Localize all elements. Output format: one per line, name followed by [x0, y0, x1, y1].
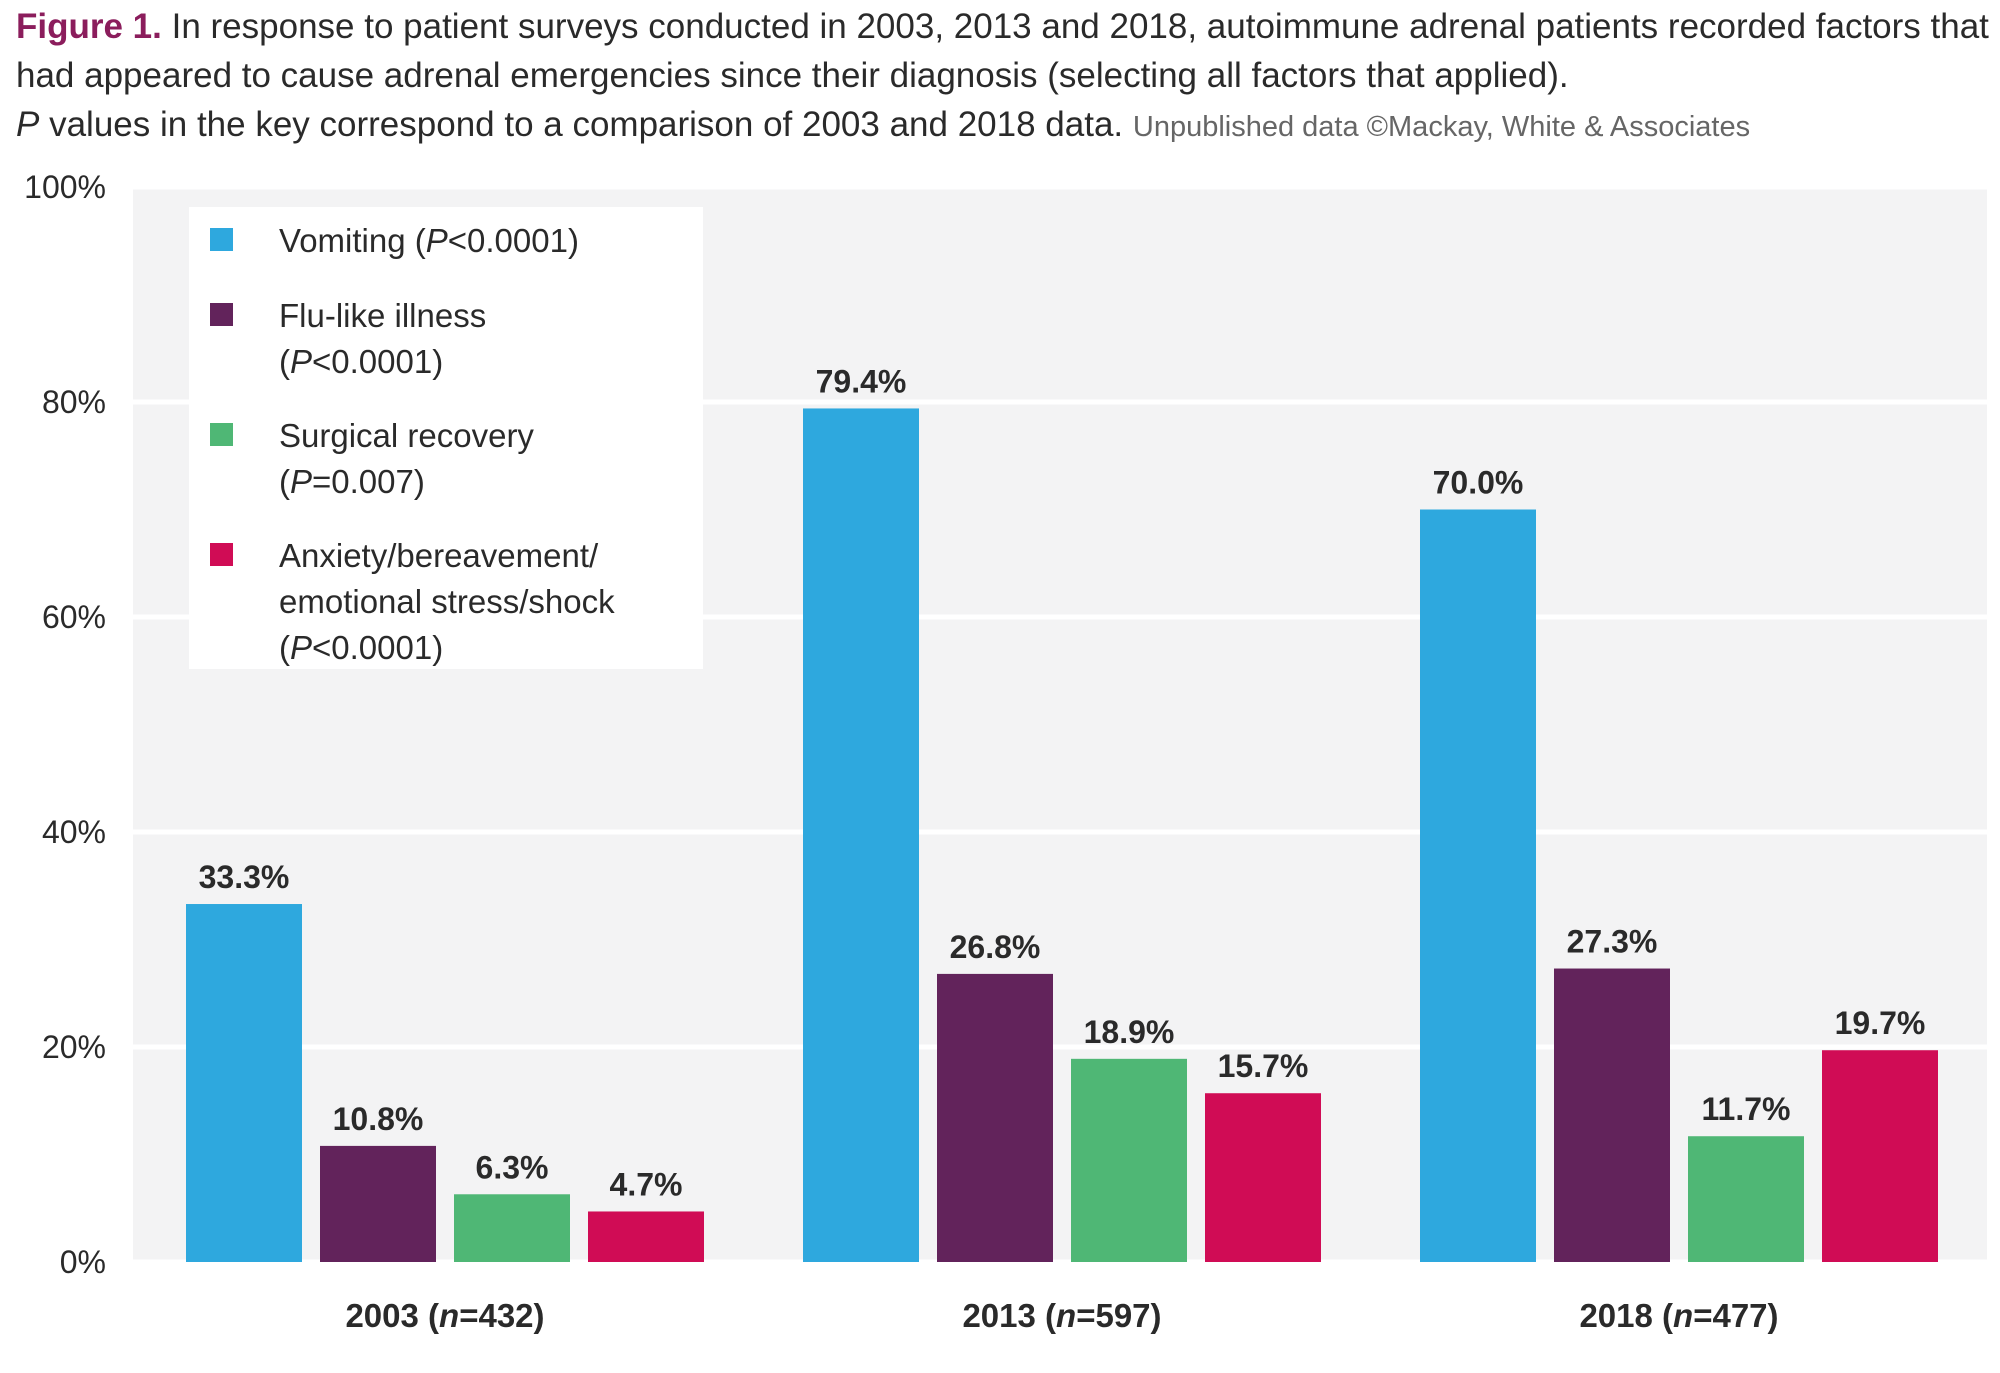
data-label: 6.3%	[476, 1149, 549, 1185]
legend-label: Anxiety/bereavement/	[279, 537, 599, 574]
legend-label: Surgical recovery	[279, 417, 534, 454]
data-label: 79.4%	[816, 363, 907, 399]
legend-swatch	[210, 543, 233, 566]
bar	[1420, 509, 1536, 1262]
data-label: 27.3%	[1567, 924, 1658, 960]
bar	[1688, 1136, 1804, 1262]
data-label: 19.7%	[1835, 1005, 1926, 1041]
data-label: 70.0%	[1433, 465, 1524, 501]
bar	[1071, 1058, 1187, 1262]
bar	[186, 904, 302, 1262]
bar	[588, 1211, 704, 1262]
data-label: 33.3%	[199, 859, 290, 895]
data-label: 15.7%	[1218, 1048, 1309, 1084]
legend-label: Flu-like illness	[279, 297, 486, 334]
caption-text-2: values in the key correspond to a compar…	[49, 105, 1124, 144]
legend-label: (P<0.0001)	[279, 629, 443, 666]
y-tick-label: 20%	[42, 1029, 106, 1065]
legend-label: emotional stress/shock	[279, 583, 615, 620]
x-tick-label: 2003 (n=432)	[345, 1297, 544, 1334]
legend-swatch	[210, 423, 233, 446]
legend: Vomiting (P<0.0001) Flu-like illness (P<0.…	[189, 207, 703, 669]
data-label: 18.9%	[1084, 1014, 1175, 1050]
x-axis: 2003 (n=432) 2013 (n=597) 2018 (n=477)	[345, 1297, 1778, 1334]
legend-swatch	[210, 228, 233, 251]
bar	[1822, 1050, 1938, 1262]
legend-label: (P<0.0001)	[279, 343, 443, 380]
bars: 33.3% 10.8% 6.3% 4.7% 79.4% 26.8% 18.9% 15.7% 70…	[186, 363, 1938, 1262]
x-tick-label: 2013 (n=597)	[962, 1297, 1161, 1334]
bar	[803, 408, 919, 1262]
figure-caption: Figure 1. In response to patient surveys…	[16, 2, 1991, 152]
legend-label: (P=0.007)	[279, 463, 425, 500]
legend-swatch	[210, 303, 233, 326]
caption-text-1: In response to patient surveys conducted…	[16, 7, 1989, 95]
bar	[1554, 968, 1670, 1262]
legend-box	[189, 207, 703, 669]
y-tick-label: 40%	[42, 814, 106, 850]
y-tick-label: 80%	[42, 384, 106, 420]
figure-label: Figure 1.	[16, 7, 162, 46]
data-label: 10.8%	[333, 1101, 424, 1137]
caption-p-symbol: P	[16, 105, 40, 144]
y-axis: 0% 20% 40% 60% 80% 100%	[24, 169, 106, 1280]
legend-label: Vomiting (P<0.0001)	[279, 222, 579, 259]
bar	[937, 973, 1053, 1262]
data-label: 4.7%	[610, 1166, 683, 1202]
y-tick-label: 100%	[24, 169, 106, 205]
caption-source: Unpublished data ©Mackay, White & Associ…	[1132, 111, 1751, 143]
bar	[1205, 1093, 1321, 1262]
bar	[320, 1145, 436, 1262]
bar	[454, 1194, 570, 1262]
y-tick-label: 60%	[42, 599, 106, 635]
data-label: 26.8%	[950, 929, 1041, 965]
y-tick-label: 0%	[60, 1244, 106, 1280]
x-tick-label: 2018 (n=477)	[1579, 1297, 1778, 1334]
data-label: 11.7%	[1702, 1091, 1791, 1127]
